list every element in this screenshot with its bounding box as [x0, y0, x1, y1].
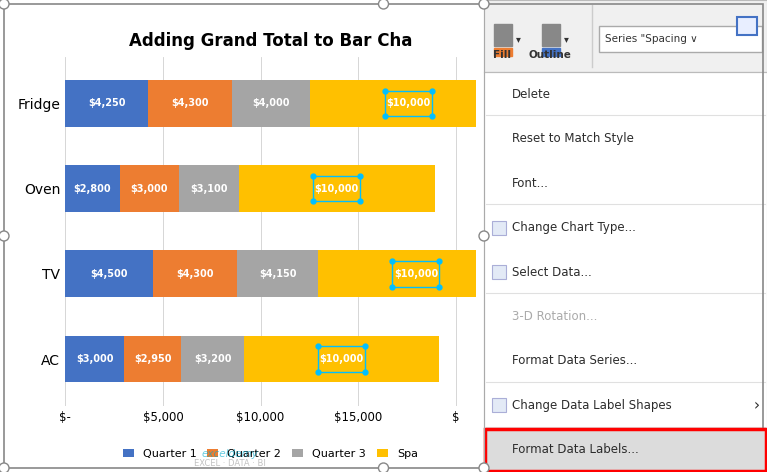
Text: 3-D Rotation...: 3-D Rotation...	[512, 310, 597, 323]
Bar	[494, 48, 512, 56]
Bar	[311, 80, 505, 127]
FancyBboxPatch shape	[485, 429, 766, 471]
Text: $4,300: $4,300	[176, 269, 214, 279]
Bar	[179, 165, 239, 212]
Text: $3,000: $3,000	[76, 354, 114, 364]
FancyBboxPatch shape	[485, 429, 766, 471]
Bar	[492, 220, 506, 235]
Text: Series "Spacing ∨: Series "Spacing ∨	[605, 34, 698, 44]
Text: $10,000: $10,000	[320, 354, 364, 364]
Bar	[65, 251, 153, 297]
Bar	[542, 24, 560, 46]
Circle shape	[378, 0, 389, 9]
Legend: Quarter 1, Quarter 2, Quarter 3, Spa: Quarter 1, Quarter 2, Quarter 3, Spa	[118, 444, 423, 463]
Text: $3,200: $3,200	[194, 354, 232, 364]
FancyBboxPatch shape	[737, 17, 757, 35]
Bar	[492, 220, 506, 235]
Bar	[492, 265, 506, 279]
Text: ▾: ▾	[516, 34, 521, 44]
Text: exceldemy: exceldemy	[202, 449, 258, 459]
Text: Change Chart Type...: Change Chart Type...	[512, 221, 636, 234]
Circle shape	[479, 231, 489, 241]
Circle shape	[0, 0, 9, 9]
Bar	[232, 80, 311, 127]
Bar	[244, 336, 439, 382]
Text: Delete: Delete	[512, 88, 551, 101]
Text: Format Data Series...: Format Data Series...	[512, 354, 637, 367]
Bar	[542, 48, 560, 56]
Bar	[492, 398, 506, 413]
Bar	[492, 398, 506, 413]
FancyBboxPatch shape	[484, 0, 767, 72]
Text: $2,950: $2,950	[134, 354, 171, 364]
Bar	[65, 336, 123, 382]
Text: Format Data Labels...: Format Data Labels...	[512, 443, 639, 456]
Text: Fill: Fill	[493, 50, 511, 60]
Bar	[148, 80, 232, 127]
Bar	[65, 80, 148, 127]
Text: $10,000: $10,000	[393, 269, 438, 279]
Text: $4,150: $4,150	[259, 269, 296, 279]
Text: $3,000: $3,000	[130, 184, 168, 194]
Bar	[120, 165, 179, 212]
FancyBboxPatch shape	[484, 72, 767, 472]
Text: Reset to Match Style: Reset to Match Style	[512, 132, 634, 145]
Text: EXCEL · DATA · BI: EXCEL · DATA · BI	[194, 460, 266, 469]
Text: $4,000: $4,000	[252, 99, 290, 109]
Bar	[182, 336, 244, 382]
Text: $4,300: $4,300	[172, 99, 209, 109]
Bar	[318, 251, 514, 297]
Circle shape	[0, 231, 9, 241]
Text: ▾: ▾	[564, 34, 569, 44]
Text: ›: ›	[754, 398, 760, 413]
Circle shape	[378, 463, 389, 472]
Bar	[153, 251, 237, 297]
Bar	[123, 336, 182, 382]
Text: Format Data Labels...: Format Data Labels...	[512, 443, 639, 456]
Circle shape	[479, 463, 489, 472]
FancyBboxPatch shape	[599, 26, 762, 52]
Text: Font...: Font...	[512, 177, 549, 190]
Bar	[237, 251, 318, 297]
Bar	[492, 443, 506, 457]
Bar	[492, 265, 506, 279]
Bar	[492, 443, 506, 457]
Text: $3,100: $3,100	[190, 184, 228, 194]
Title: Adding Grand Total to Bar Cha: Adding Grand Total to Bar Cha	[129, 32, 412, 50]
Circle shape	[0, 463, 9, 472]
Text: Select Data...: Select Data...	[512, 265, 592, 278]
Text: $4,500: $4,500	[91, 269, 128, 279]
Bar	[65, 165, 120, 212]
Circle shape	[479, 0, 489, 9]
Text: Change Data Label Shapes: Change Data Label Shapes	[512, 399, 672, 412]
Bar	[494, 24, 512, 46]
Text: $2,800: $2,800	[74, 184, 111, 194]
Bar	[239, 165, 435, 212]
Text: $10,000: $10,000	[314, 184, 359, 194]
Text: $4,250: $4,250	[88, 99, 126, 109]
Text: Outline: Outline	[528, 50, 571, 60]
Text: $10,000: $10,000	[386, 99, 430, 109]
